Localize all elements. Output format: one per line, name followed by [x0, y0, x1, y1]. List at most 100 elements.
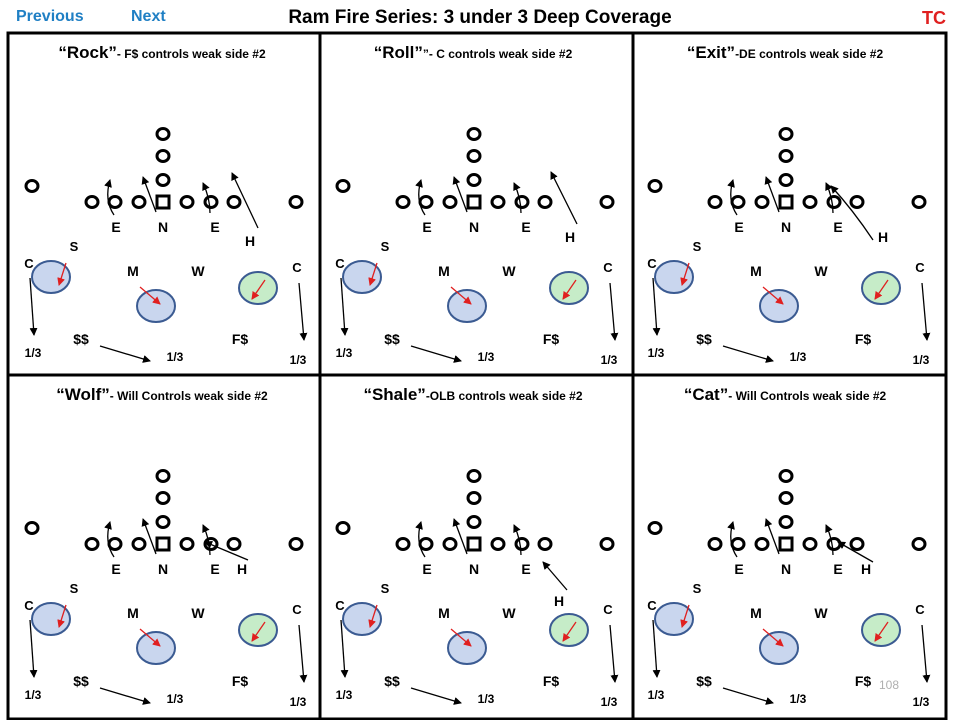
- slant-arrow: [141, 518, 157, 555]
- third-label: 1/3: [478, 350, 495, 364]
- red-read-arrow: [562, 279, 577, 300]
- deep-third-arrow: [29, 277, 38, 336]
- deep-third-arrow: [609, 282, 619, 341]
- offensive-lineman: [490, 195, 506, 209]
- offensive-lineman: [514, 537, 530, 551]
- m-label: M: [127, 605, 139, 621]
- backfield-player: [466, 173, 482, 187]
- right-corner-label: C: [292, 602, 302, 617]
- will-zone: [549, 271, 589, 305]
- s-label: S: [70, 239, 79, 254]
- offensive-lineman: [131, 537, 147, 551]
- nose-label: N: [158, 219, 168, 235]
- s-label: S: [381, 239, 390, 254]
- mike-zone: [759, 289, 799, 323]
- backfield-player: [466, 515, 482, 529]
- offensive-lineman: [707, 537, 723, 551]
- backfield-player: [466, 491, 482, 505]
- slant-arrow: [825, 182, 834, 214]
- offensive-lineman: [537, 195, 553, 209]
- defensive-end-label: E: [210, 561, 219, 577]
- third-label: 1/3: [167, 350, 184, 364]
- defensive-end-label: E: [111, 219, 120, 235]
- red-read-arrow: [251, 621, 266, 642]
- panel-heading: “Rock”- F$ controls weak side #2: [58, 43, 266, 62]
- strong-safety-label: $$: [384, 673, 400, 689]
- offensive-lineman: [707, 195, 723, 209]
- h-route-arrow: [550, 171, 578, 225]
- nose-label: N: [781, 561, 791, 577]
- offensive-lineman: [203, 195, 219, 209]
- h-route-arrow: [542, 561, 568, 591]
- free-safety-label: F$: [543, 331, 560, 347]
- third-label: 1/3: [790, 350, 807, 364]
- nose-label: N: [469, 219, 479, 235]
- previous-link[interactable]: Previous: [16, 8, 84, 25]
- free-safety-label: F$: [855, 331, 872, 347]
- play-panel-rock: “Rock”- F$ controls weak side #2 E N E H S M W C…: [24, 43, 308, 367]
- third-label: 1/3: [478, 692, 495, 706]
- red-read-arrow: [680, 262, 690, 286]
- panel-call-description: -OLB controls weak side #2: [426, 389, 583, 403]
- deep-third-arrow: [340, 619, 349, 678]
- offensive-lineman: [179, 195, 195, 209]
- safety-rotation-arrow: [410, 345, 462, 363]
- red-read-arrow: [762, 628, 784, 647]
- offensive-lineman: [131, 195, 147, 209]
- left-corner-label: C: [24, 256, 34, 271]
- third-label: 1/3: [601, 353, 618, 367]
- red-read-arrow: [139, 286, 161, 305]
- defensive-end-label: E: [422, 561, 431, 577]
- third-label: 1/3: [290, 353, 307, 367]
- slant-arrow: [415, 521, 426, 558]
- wide-receiver: [599, 537, 615, 551]
- offensive-lineman: [418, 195, 434, 209]
- strong-safety-zone: [31, 260, 71, 294]
- slant-arrow: [415, 179, 426, 216]
- red-read-arrow: [450, 286, 472, 305]
- red-read-arrow: [680, 604, 690, 628]
- right-corner-label: C: [915, 602, 925, 617]
- offensive-lineman: [179, 537, 195, 551]
- center-square: [155, 536, 171, 552]
- left-corner-label: C: [335, 598, 345, 613]
- backfield-player: [778, 149, 794, 163]
- slant-arrow: [513, 182, 522, 214]
- offensive-lineman: [84, 195, 100, 209]
- deep-third-arrow: [298, 282, 308, 341]
- panel-call-description: -DE controls weak side #2: [735, 47, 883, 61]
- m-label: M: [127, 263, 139, 279]
- safety-rotation-arrow: [722, 345, 774, 363]
- h-player-label: H: [861, 561, 871, 577]
- will-zone: [238, 613, 278, 647]
- deep-third-arrow: [921, 282, 931, 341]
- center-square: [466, 194, 482, 210]
- strong-safety-zone: [654, 260, 694, 294]
- third-label: 1/3: [25, 346, 42, 360]
- third-label: 1/3: [167, 692, 184, 706]
- panel-call-name: “Exit”: [687, 43, 735, 62]
- s-label: S: [70, 581, 79, 596]
- free-safety-label: F$: [232, 673, 249, 689]
- defensive-end-label: E: [111, 561, 120, 577]
- right-corner-label: C: [915, 260, 925, 275]
- left-corner-label: C: [24, 598, 34, 613]
- wide-receiver: [647, 179, 663, 193]
- red-read-arrow: [139, 628, 161, 647]
- corner-label: TC: [922, 8, 946, 28]
- offensive-lineman: [754, 537, 770, 551]
- wide-receiver: [288, 195, 304, 209]
- page-title: Ram Fire Series: 3 under 3 Deep Coverage: [288, 7, 672, 28]
- backfield-player: [155, 149, 171, 163]
- nose-label: N: [781, 219, 791, 235]
- w-label: W: [502, 263, 516, 279]
- center-square: [155, 194, 171, 210]
- next-link[interactable]: Next: [131, 8, 166, 25]
- slant-arrow: [452, 518, 468, 555]
- play-panel-cat: “Cat”- Will Controls weak side #2 E N E H S M W…: [647, 385, 931, 709]
- offensive-lineman: [107, 195, 123, 209]
- slant-arrow: [452, 176, 468, 213]
- panel-call-description: - Will Controls weak side #2: [728, 389, 886, 403]
- left-corner-label: C: [335, 256, 345, 271]
- third-label: 1/3: [336, 346, 353, 360]
